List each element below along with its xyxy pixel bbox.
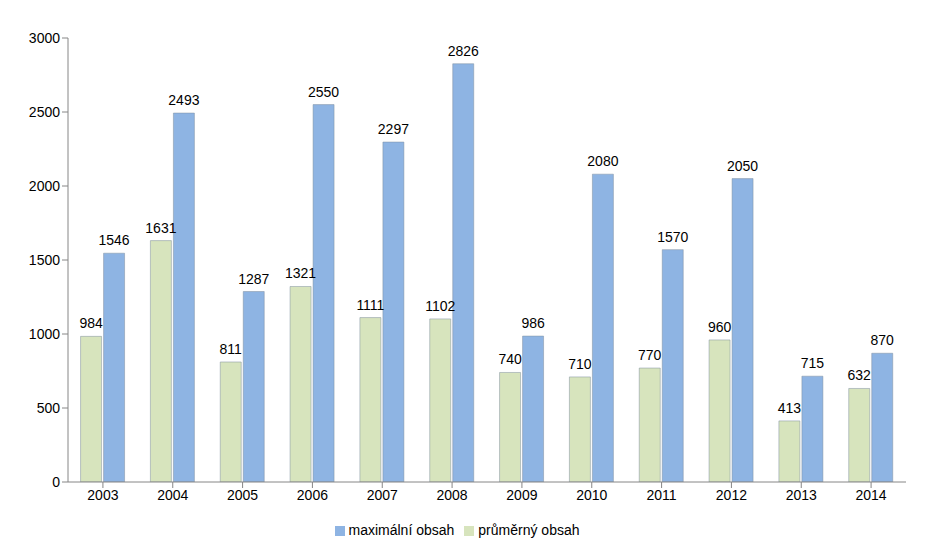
svg-text:715: 715 [801, 355, 825, 371]
svg-text:870: 870 [871, 332, 895, 348]
html-text:průměrný obsah: průměrný obsah [478, 522, 580, 538]
svg-text:2010: 2010 [576, 487, 607, 503]
svg-text:1000: 1000 [29, 326, 60, 342]
svg-text:2014: 2014 [856, 487, 887, 503]
svg-text:2080: 2080 [587, 153, 618, 169]
svg-text:1500: 1500 [29, 252, 60, 268]
svg-text:413: 413 [778, 400, 802, 416]
svg-text:2012: 2012 [716, 487, 747, 503]
svg-text:0: 0 [52, 474, 60, 490]
svg-text:986: 986 [521, 315, 545, 331]
svg-text:2009: 2009 [506, 487, 537, 503]
svg-text:2826: 2826 [448, 43, 479, 59]
svg-text:2550: 2550 [308, 84, 339, 100]
svg-text:1570: 1570 [657, 229, 688, 245]
svg-text:1287: 1287 [238, 271, 269, 287]
svg-text:2297: 2297 [378, 121, 409, 137]
svg-text:2493: 2493 [168, 92, 199, 108]
svg-text:2007: 2007 [367, 487, 398, 503]
svg-text:2000: 2000 [29, 178, 60, 194]
svg-text:1631: 1631 [145, 220, 176, 236]
svg-text:632: 632 [848, 367, 872, 383]
html-text:maximální obsah: maximální obsah [348, 522, 455, 538]
svg-text:710: 710 [568, 356, 592, 372]
svg-text:1111: 1111 [356, 297, 384, 313]
svg-text:2011: 2011 [647, 487, 677, 503]
svg-text:2008: 2008 [437, 487, 468, 503]
svg-text:2004: 2004 [157, 487, 188, 503]
svg-text:811: 811 [220, 341, 243, 357]
svg-text:2006: 2006 [297, 487, 328, 503]
svg-text:2013: 2013 [786, 487, 817, 503]
svg-text:3000: 3000 [29, 30, 60, 46]
svg-text:2050: 2050 [727, 158, 758, 174]
svg-text:984: 984 [79, 315, 103, 331]
svg-text:960: 960 [708, 319, 732, 335]
svg-text:770: 770 [638, 347, 662, 363]
svg-text:1321: 1321 [285, 265, 316, 281]
svg-text:1546: 1546 [98, 232, 129, 248]
svg-text:2500: 2500 [29, 104, 60, 120]
svg-text:2003: 2003 [87, 487, 118, 503]
svg-text:1102: 1102 [425, 298, 455, 314]
svg-text:2005: 2005 [227, 487, 258, 503]
svg-text:500: 500 [37, 400, 61, 416]
svg-text:740: 740 [498, 351, 522, 367]
